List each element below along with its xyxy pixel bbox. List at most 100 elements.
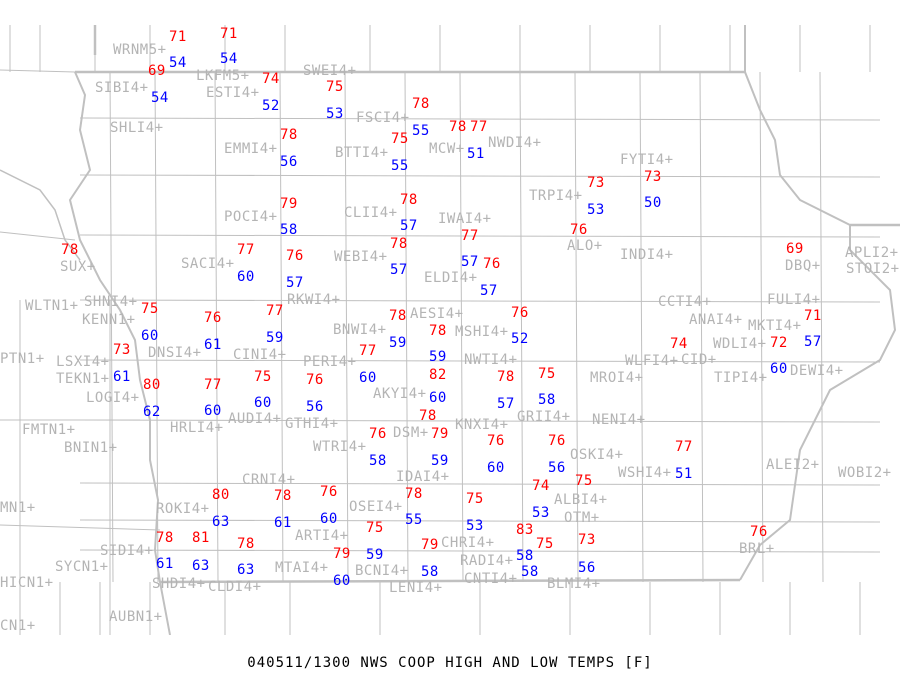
state-border: [68, 71, 171, 635]
low-temp: 61: [156, 556, 174, 572]
station-label: AKYI4+: [373, 386, 427, 402]
high-temp: 77: [470, 119, 488, 135]
county-border: [639, 71, 644, 583]
station-label: BCNI4+: [355, 563, 409, 579]
low-temp: 58: [369, 453, 387, 469]
low-temp: 56: [578, 560, 596, 576]
low-temp: 59: [366, 547, 384, 563]
low-temp: 60: [487, 460, 505, 476]
county-border: [699, 71, 704, 583]
station-label: MTAI4+: [275, 560, 329, 576]
high-temp: 75: [141, 301, 159, 317]
station-label: DSM+: [393, 425, 429, 441]
low-temp: 59: [266, 330, 284, 346]
station-label: SHNI4+: [84, 294, 138, 310]
station-label: STOI2+: [846, 261, 900, 277]
station-label: SYCN1+: [55, 559, 109, 575]
low-temp: 56: [548, 460, 566, 476]
station-label: GTHI4+: [285, 416, 339, 432]
station-label: MROI4+: [590, 370, 644, 386]
low-temp: 58: [421, 564, 439, 580]
station-label: SUX+: [60, 259, 96, 275]
high-temp: 78: [429, 323, 447, 339]
high-temp: 80: [143, 377, 161, 393]
station-label: ELDI4+: [424, 270, 478, 286]
high-temp: 75: [366, 520, 384, 536]
station-label: SHDI4+: [152, 576, 206, 592]
station-label: SHLI4+: [110, 120, 164, 136]
high-temp: 75: [538, 366, 556, 382]
station-label: TIPI4+: [714, 370, 768, 386]
station-label: OTM+: [564, 510, 600, 526]
low-temp: 58: [280, 222, 298, 238]
station-label: TRPI4+: [529, 188, 583, 204]
station-label: MSHI4+: [455, 324, 509, 340]
station-label: IWAI4+: [438, 211, 492, 227]
station-label: WLTN1+: [25, 298, 79, 314]
station-label: CLII4+: [344, 205, 398, 221]
station-label: TEKN1+: [56, 371, 110, 387]
county-border: [344, 71, 349, 583]
station-label: RADI4+: [460, 553, 514, 569]
low-temp: 57: [286, 275, 304, 291]
high-temp: 79: [421, 537, 439, 553]
station-label: WSHI4+: [618, 465, 672, 481]
high-temp: 76: [511, 305, 529, 321]
county-border: [79, 117, 881, 121]
station-label: WDLI4+: [713, 336, 767, 352]
county-border: [79, 359, 881, 363]
low-temp: 56: [306, 399, 324, 415]
station-label: SWEI4+: [303, 63, 357, 79]
station-label: BNIN1+: [64, 440, 118, 456]
low-temp: 53: [466, 518, 484, 534]
high-temp: 78: [389, 308, 407, 324]
low-temp: 63: [237, 562, 255, 578]
map-title: 040511/1300 NWS COOP HIGH AND LOW TEMPS …: [247, 655, 653, 671]
station-label: CRNI4+: [242, 472, 296, 488]
station-label: FSCI4+: [356, 110, 410, 126]
low-temp: 51: [467, 146, 485, 162]
high-temp: 73: [644, 169, 662, 185]
low-temp: 56: [280, 154, 298, 170]
county-border: [404, 71, 409, 583]
high-temp: 73: [587, 175, 605, 191]
station-label: AUBN1+: [109, 609, 163, 625]
county-border: [79, 549, 881, 553]
high-temp: 80: [212, 487, 230, 503]
station-label: ALEI2+: [766, 457, 820, 473]
station-label: MKTI4+: [748, 318, 802, 334]
low-temp: 55: [391, 158, 409, 174]
high-temp: 74: [262, 71, 280, 87]
station-label: NWDI4+: [488, 135, 542, 151]
high-temp: 69: [148, 63, 166, 79]
high-temp: 78: [156, 530, 174, 546]
station-label: APLI2+: [845, 245, 899, 261]
high-temp: 73: [113, 342, 131, 358]
high-temp: 77: [237, 242, 255, 258]
high-temp: 77: [204, 377, 222, 393]
low-temp: 57: [390, 262, 408, 278]
high-temp: 76: [483, 256, 501, 272]
station-label: ARTI4+: [295, 528, 349, 544]
county-border: [0, 69, 76, 73]
station-label: EMMI4+: [224, 141, 278, 157]
high-temp: 83: [516, 522, 534, 538]
station-label: WEBI4+: [334, 249, 388, 265]
station-label: DNSI4+: [148, 345, 202, 361]
station-label: POCI4+: [224, 209, 278, 225]
high-temp: 71: [804, 308, 822, 324]
county-border: [0, 524, 161, 531]
high-temp: 78: [419, 408, 437, 424]
low-temp: 60: [204, 403, 222, 419]
station-label: ANAI4+: [689, 312, 743, 328]
station-label: NWTI4+: [464, 352, 518, 368]
station-label: CID+: [681, 352, 717, 368]
station-label: ALO+: [567, 238, 603, 254]
high-temp: 75: [391, 131, 409, 147]
station-label: LOGI4+: [86, 390, 140, 406]
station-label: BRL+: [739, 541, 775, 557]
low-temp: 60: [320, 511, 338, 527]
high-temp: 77: [266, 303, 284, 319]
low-temp: 60: [770, 361, 788, 377]
